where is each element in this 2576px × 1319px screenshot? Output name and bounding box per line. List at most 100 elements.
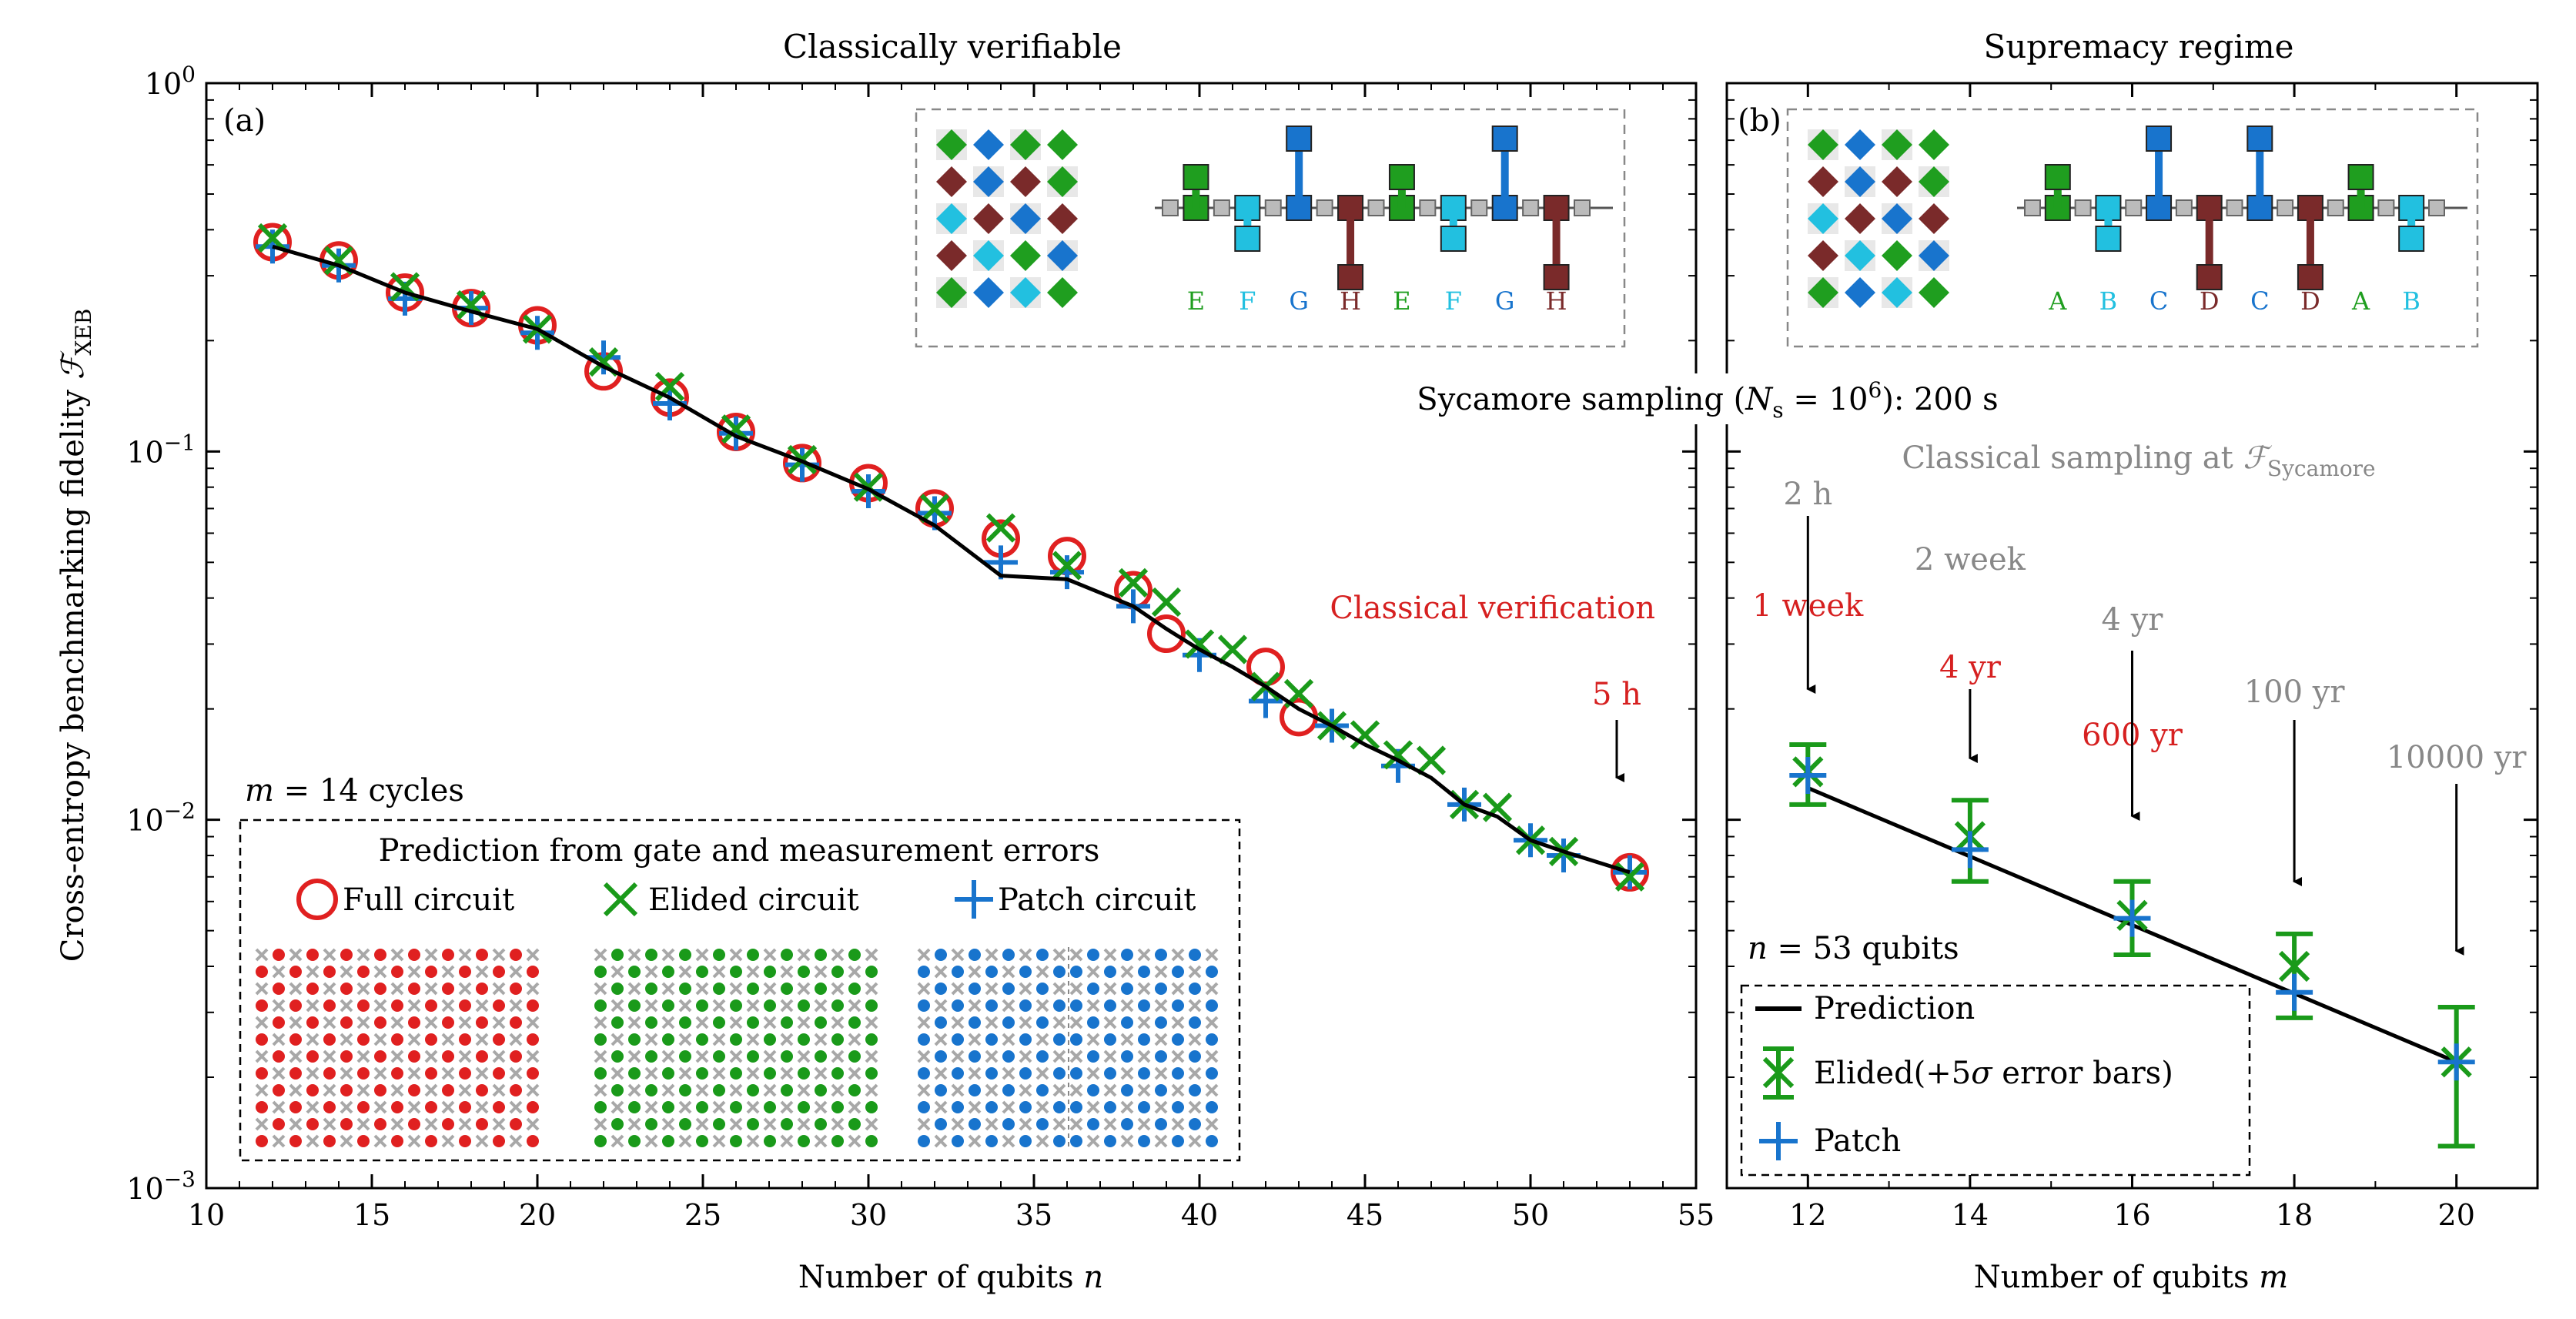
lattice-coupler [1002, 999, 1015, 1013]
lattice-qubit [985, 1033, 998, 1046]
lattice-coupler [340, 999, 353, 1013]
legend-elided-errbar-marker [1762, 1046, 1795, 1100]
x-stroke [456, 290, 487, 320]
lattice-coupler [356, 1050, 370, 1063]
lattice-qubit [628, 1067, 641, 1080]
lattice-qubit [1053, 1135, 1066, 1147]
gate-letter: D [2300, 286, 2320, 316]
lattice-qubit [510, 949, 522, 961]
x-tick-label: 14 [1952, 1198, 1989, 1232]
lattice-qubit [493, 1067, 505, 1080]
qubit-coupler-diamond [973, 203, 1004, 234]
lattice-coupler [1171, 1117, 1185, 1131]
qubit-coupler-diamond [1808, 203, 1838, 234]
gate-block [1337, 264, 1364, 290]
lattice-coupler [644, 1066, 658, 1080]
lattice-qubit [969, 1050, 981, 1063]
lattice-coupler [1052, 1050, 1066, 1063]
lattice-coupler [1069, 1117, 1083, 1131]
lattice-qubit [357, 1067, 370, 1080]
patch-circuit-point [719, 416, 753, 450]
lattice-qubit [696, 1101, 708, 1113]
lattice-qubit [781, 1016, 793, 1029]
lattice-qubit [798, 1135, 810, 1147]
panel-a-legend: Prediction from gate and measurement err… [239, 819, 1241, 1162]
lattice-coupler [1205, 948, 1219, 962]
lattice-qubit [289, 1033, 302, 1046]
lattice-coupler [1137, 1016, 1151, 1029]
lattice-qubit [1019, 966, 1032, 978]
lattice-coupler [695, 948, 709, 962]
lattice-qubit [985, 1067, 998, 1080]
lattice-qubit [969, 983, 981, 995]
lattice-qubit [1138, 999, 1150, 1012]
lattice-qubit [662, 966, 674, 978]
lattice-coupler [1171, 1016, 1185, 1029]
lattice-coupler [441, 1100, 455, 1114]
lattice-qubit [1104, 1101, 1116, 1113]
lattice-coupler [458, 1050, 472, 1063]
gate-letter: A [2048, 286, 2067, 316]
lattice-qubit [645, 1118, 657, 1130]
lattice-qubit [918, 966, 930, 978]
legend-prediction-label: Prediction [1814, 991, 1975, 1026]
lattice-qubit [696, 1033, 708, 1046]
lattice-qubit [628, 1101, 641, 1113]
lattice-qubit [306, 1016, 319, 1029]
lattice-coupler [390, 1083, 404, 1097]
lattice-qubit [357, 966, 370, 978]
lattice-coupler [306, 965, 319, 979]
elided-circuit-point [257, 223, 288, 253]
gate-block [2246, 126, 2273, 152]
lattice-coupler [1086, 1066, 1100, 1080]
lattice-qubit [1189, 1118, 1201, 1130]
lattice-coupler [763, 1117, 777, 1131]
lattice-qubit [1189, 1084, 1201, 1096]
lattice-coupler [917, 1117, 931, 1131]
lattice-coupler [746, 1134, 760, 1148]
lattice-coupler [1002, 1066, 1015, 1080]
lattice-coupler [424, 948, 438, 962]
lattice-coupler [1154, 1134, 1168, 1148]
panel-b-inset-gates [2017, 126, 2467, 290]
lattice-qubit [442, 1050, 454, 1063]
lattice-qubit [425, 1101, 437, 1113]
qubit-coupler-diamond [1010, 203, 1041, 234]
lattice-coupler [729, 1050, 743, 1063]
lattice-qubit [1087, 1016, 1099, 1029]
lattice-qubit [1104, 1033, 1116, 1046]
lattice-qubit [1002, 1050, 1015, 1063]
qubit-coupler-diamond [936, 166, 967, 197]
lattice-qubit [1121, 1084, 1133, 1096]
lattice-qubit [323, 1033, 336, 1046]
lattice-coupler [797, 1083, 811, 1097]
panel-a-frame [205, 82, 1698, 1190]
gate-block [1183, 164, 1209, 190]
lattice-qubit [357, 1135, 370, 1147]
lattice-coupler [1120, 1066, 1134, 1080]
x-stroke [2278, 950, 2310, 983]
lattice-qubit [256, 1033, 268, 1046]
lattice-qubit [1206, 1101, 1218, 1113]
lattice-coupler [934, 1066, 948, 1080]
y-tick-label: 10−3 [126, 1167, 196, 1206]
lattice-qubit [1155, 983, 1167, 995]
elided-circuit-lattice [594, 948, 878, 1148]
lattice-coupler [780, 1100, 794, 1114]
lattice-coupler [458, 948, 472, 962]
lattice-coupler [865, 1117, 878, 1131]
idle-qubit [2327, 199, 2344, 216]
lattice-coupler [1188, 1033, 1202, 1046]
lattice-coupler [1171, 982, 1185, 996]
qubit-coupler-diamond [1882, 129, 1912, 160]
lattice-coupler [917, 982, 931, 996]
lattice-qubit [594, 1135, 607, 1147]
lattice-qubit [306, 1050, 319, 1063]
qubit-coupler-diamond [973, 166, 1004, 197]
classical-time-label: 4 yr [2102, 602, 2164, 638]
lattice-coupler [729, 948, 743, 962]
qubit-coupler-diamond [1047, 129, 1078, 160]
lattice-qubit [1155, 1050, 1167, 1063]
lattice-qubit [1053, 966, 1066, 978]
x-tick-label: 16 [2113, 1198, 2150, 1232]
